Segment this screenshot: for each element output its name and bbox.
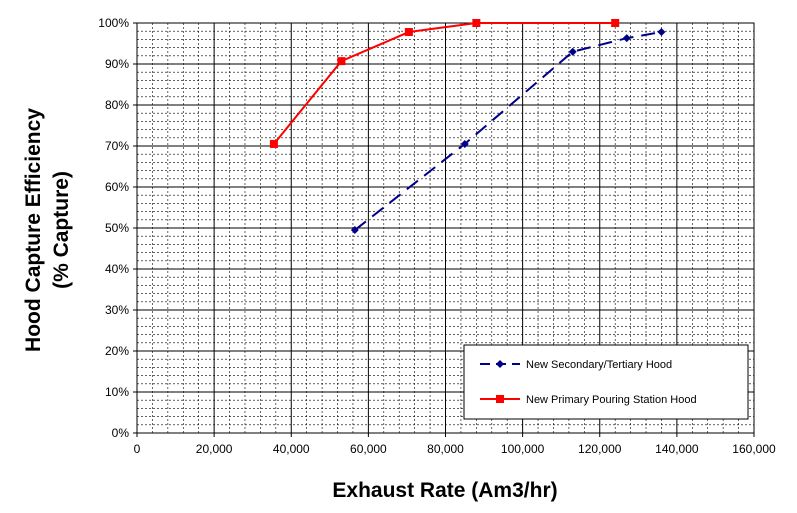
y-axis-title-line-1: Hood Capture Efficiency bbox=[22, 108, 45, 352]
y-tick-label: 0% bbox=[112, 426, 130, 440]
y-tick-label: 50% bbox=[105, 221, 129, 235]
y-tick-label: 100% bbox=[98, 16, 129, 30]
y-tick-label: 80% bbox=[105, 98, 129, 112]
x-axis-ticks: 0 20,000 40,000 60,000 80,000 100,000 120,000 1… bbox=[134, 433, 776, 456]
data-point-square bbox=[404, 28, 413, 37]
legend: New Secondary/Tertiary Hood New Primary … bbox=[463, 344, 749, 420]
x-tick-label: 80,000 bbox=[427, 442, 464, 456]
y-axis-title: Hood Capture Efficiency (% Capture) bbox=[22, 108, 73, 352]
legend-box bbox=[463, 344, 749, 420]
data-point-diamond bbox=[657, 28, 666, 37]
data-point-diamond bbox=[568, 47, 577, 56]
x-tick-label: 60,000 bbox=[350, 442, 387, 456]
y-tick-label: 70% bbox=[105, 139, 129, 153]
data-point-diamond bbox=[460, 139, 469, 148]
series-line-0 bbox=[354, 31, 662, 231]
y-tick-label: 30% bbox=[105, 303, 129, 317]
legend-marker-secondary bbox=[496, 360, 504, 368]
data-point-square bbox=[472, 19, 481, 27]
x-tick-label: 0 bbox=[134, 442, 141, 456]
series-layer bbox=[269, 19, 666, 235]
x-tick-label: 160,000 bbox=[732, 442, 776, 456]
y-tick-label: 60% bbox=[105, 180, 129, 194]
data-point-square bbox=[269, 139, 278, 148]
x-tick-label: 20,000 bbox=[196, 442, 233, 456]
y-axis-title-line-2: (% Capture) bbox=[50, 171, 73, 289]
y-tick-label: 40% bbox=[105, 262, 129, 276]
x-tick-label: 100,000 bbox=[501, 442, 545, 456]
x-tick-label: 40,000 bbox=[273, 442, 310, 456]
data-point-square bbox=[337, 57, 346, 66]
legend-label-secondary: New Secondary/Tertiary Hood bbox=[526, 359, 672, 371]
y-tick-label: 10% bbox=[105, 385, 129, 399]
x-axis-title: Exhaust Rate (Am3/hr) bbox=[332, 479, 557, 502]
y-tick-label: 90% bbox=[105, 57, 129, 71]
y-tick-label: 20% bbox=[105, 344, 129, 358]
legend-label-primary: New Primary Pouring Station Hood bbox=[526, 394, 697, 406]
data-point-square bbox=[611, 19, 620, 27]
y-axis-ticks: 0% 10% 20% 30% 40% 50% 60% 70% 80% 90% 100% bbox=[98, 16, 137, 440]
x-tick-label: 120,000 bbox=[578, 442, 622, 456]
data-point-diamond bbox=[350, 226, 359, 235]
data-point-diamond bbox=[622, 34, 631, 43]
x-tick-label: 140,000 bbox=[655, 442, 699, 456]
legend-marker-primary bbox=[496, 395, 504, 403]
